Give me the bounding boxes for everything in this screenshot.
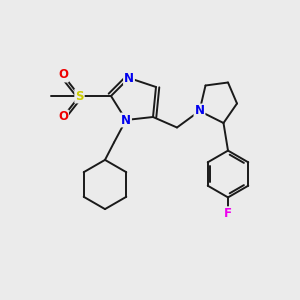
Text: O: O	[58, 110, 68, 124]
Text: N: N	[194, 104, 205, 118]
Text: F: F	[224, 207, 232, 220]
Text: N: N	[124, 71, 134, 85]
Text: S: S	[75, 89, 84, 103]
Text: O: O	[58, 68, 68, 82]
Text: N: N	[121, 113, 131, 127]
